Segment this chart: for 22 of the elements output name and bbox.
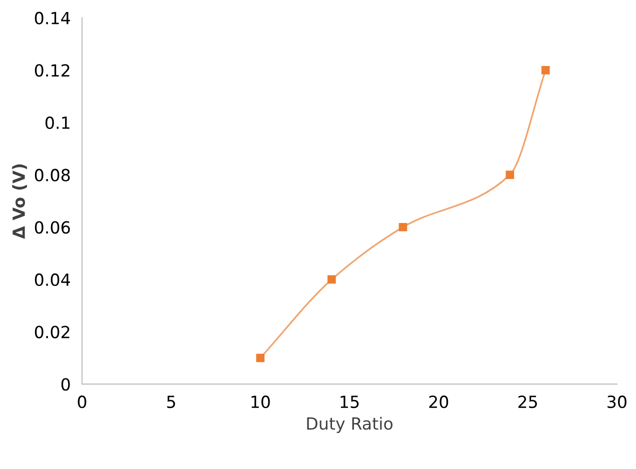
point xyxy=(327,275,336,284)
y-tick-label: 0.08 xyxy=(34,168,70,182)
y-tick-label: 0.14 xyxy=(34,12,70,24)
x-axis-title: Duty Ratio xyxy=(307,416,393,434)
x-tick-label: 0 xyxy=(78,396,86,408)
x-tick-label: 5 xyxy=(167,396,176,408)
y-tick-label: 0.06 xyxy=(34,221,70,234)
x-tick-label: 15 xyxy=(340,396,359,408)
y-tick-label: 0.1 xyxy=(46,116,70,130)
y-tick-label: 0 xyxy=(61,378,70,391)
x-tick-label: 20 xyxy=(429,396,448,408)
y-axis-title: Δ Vo (V) xyxy=(12,164,27,239)
x-tick-label: 30 xyxy=(608,396,626,408)
x-tick-label: 25 xyxy=(518,396,537,408)
point xyxy=(506,170,514,179)
point xyxy=(398,222,408,232)
x-tick-label: 10 xyxy=(252,396,270,408)
y-tick-label: 0.02 xyxy=(34,326,70,338)
point xyxy=(541,66,550,74)
y-tick-label: 0.04 xyxy=(34,273,70,286)
y-tick-label: 0.12 xyxy=(34,64,70,77)
point xyxy=(256,354,265,362)
